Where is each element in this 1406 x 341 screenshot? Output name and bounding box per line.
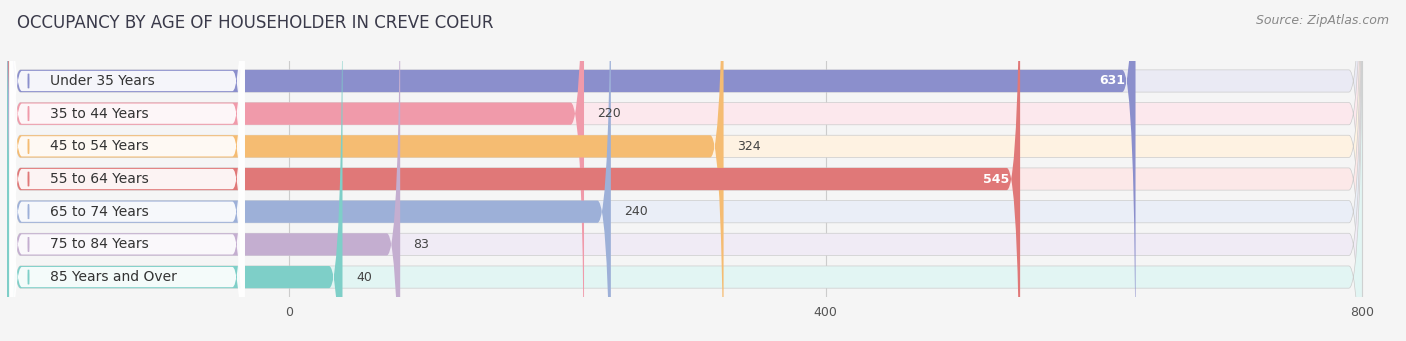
FancyBboxPatch shape	[7, 0, 1136, 341]
FancyBboxPatch shape	[7, 0, 343, 341]
FancyBboxPatch shape	[7, 0, 401, 341]
Text: 240: 240	[624, 205, 648, 218]
Text: 85 Years and Over: 85 Years and Over	[51, 270, 177, 284]
FancyBboxPatch shape	[7, 0, 1362, 341]
Text: 35 to 44 Years: 35 to 44 Years	[51, 107, 149, 121]
Text: Source: ZipAtlas.com: Source: ZipAtlas.com	[1256, 14, 1389, 27]
Text: 55 to 64 Years: 55 to 64 Years	[51, 172, 149, 186]
FancyBboxPatch shape	[10, 0, 245, 341]
Text: Under 35 Years: Under 35 Years	[51, 74, 155, 88]
FancyBboxPatch shape	[10, 0, 245, 341]
FancyBboxPatch shape	[10, 0, 245, 341]
Text: 631: 631	[1098, 74, 1125, 88]
Text: 65 to 74 Years: 65 to 74 Years	[51, 205, 149, 219]
FancyBboxPatch shape	[10, 0, 245, 341]
FancyBboxPatch shape	[7, 0, 1362, 341]
FancyBboxPatch shape	[7, 0, 1362, 341]
FancyBboxPatch shape	[7, 0, 610, 341]
FancyBboxPatch shape	[7, 0, 1021, 341]
FancyBboxPatch shape	[7, 0, 1362, 341]
FancyBboxPatch shape	[7, 0, 1362, 341]
FancyBboxPatch shape	[10, 0, 245, 341]
Text: 40: 40	[356, 270, 371, 284]
Text: 220: 220	[598, 107, 621, 120]
FancyBboxPatch shape	[10, 0, 245, 341]
FancyBboxPatch shape	[10, 0, 245, 341]
Text: 83: 83	[413, 238, 429, 251]
Text: OCCUPANCY BY AGE OF HOUSEHOLDER IN CREVE COEUR: OCCUPANCY BY AGE OF HOUSEHOLDER IN CREVE…	[17, 14, 494, 32]
FancyBboxPatch shape	[7, 0, 1362, 341]
Text: 545: 545	[983, 173, 1010, 186]
FancyBboxPatch shape	[7, 0, 583, 341]
Text: 45 to 54 Years: 45 to 54 Years	[51, 139, 149, 153]
Text: 75 to 84 Years: 75 to 84 Years	[51, 237, 149, 251]
FancyBboxPatch shape	[7, 0, 724, 341]
Text: 324: 324	[737, 140, 761, 153]
FancyBboxPatch shape	[7, 0, 1362, 341]
